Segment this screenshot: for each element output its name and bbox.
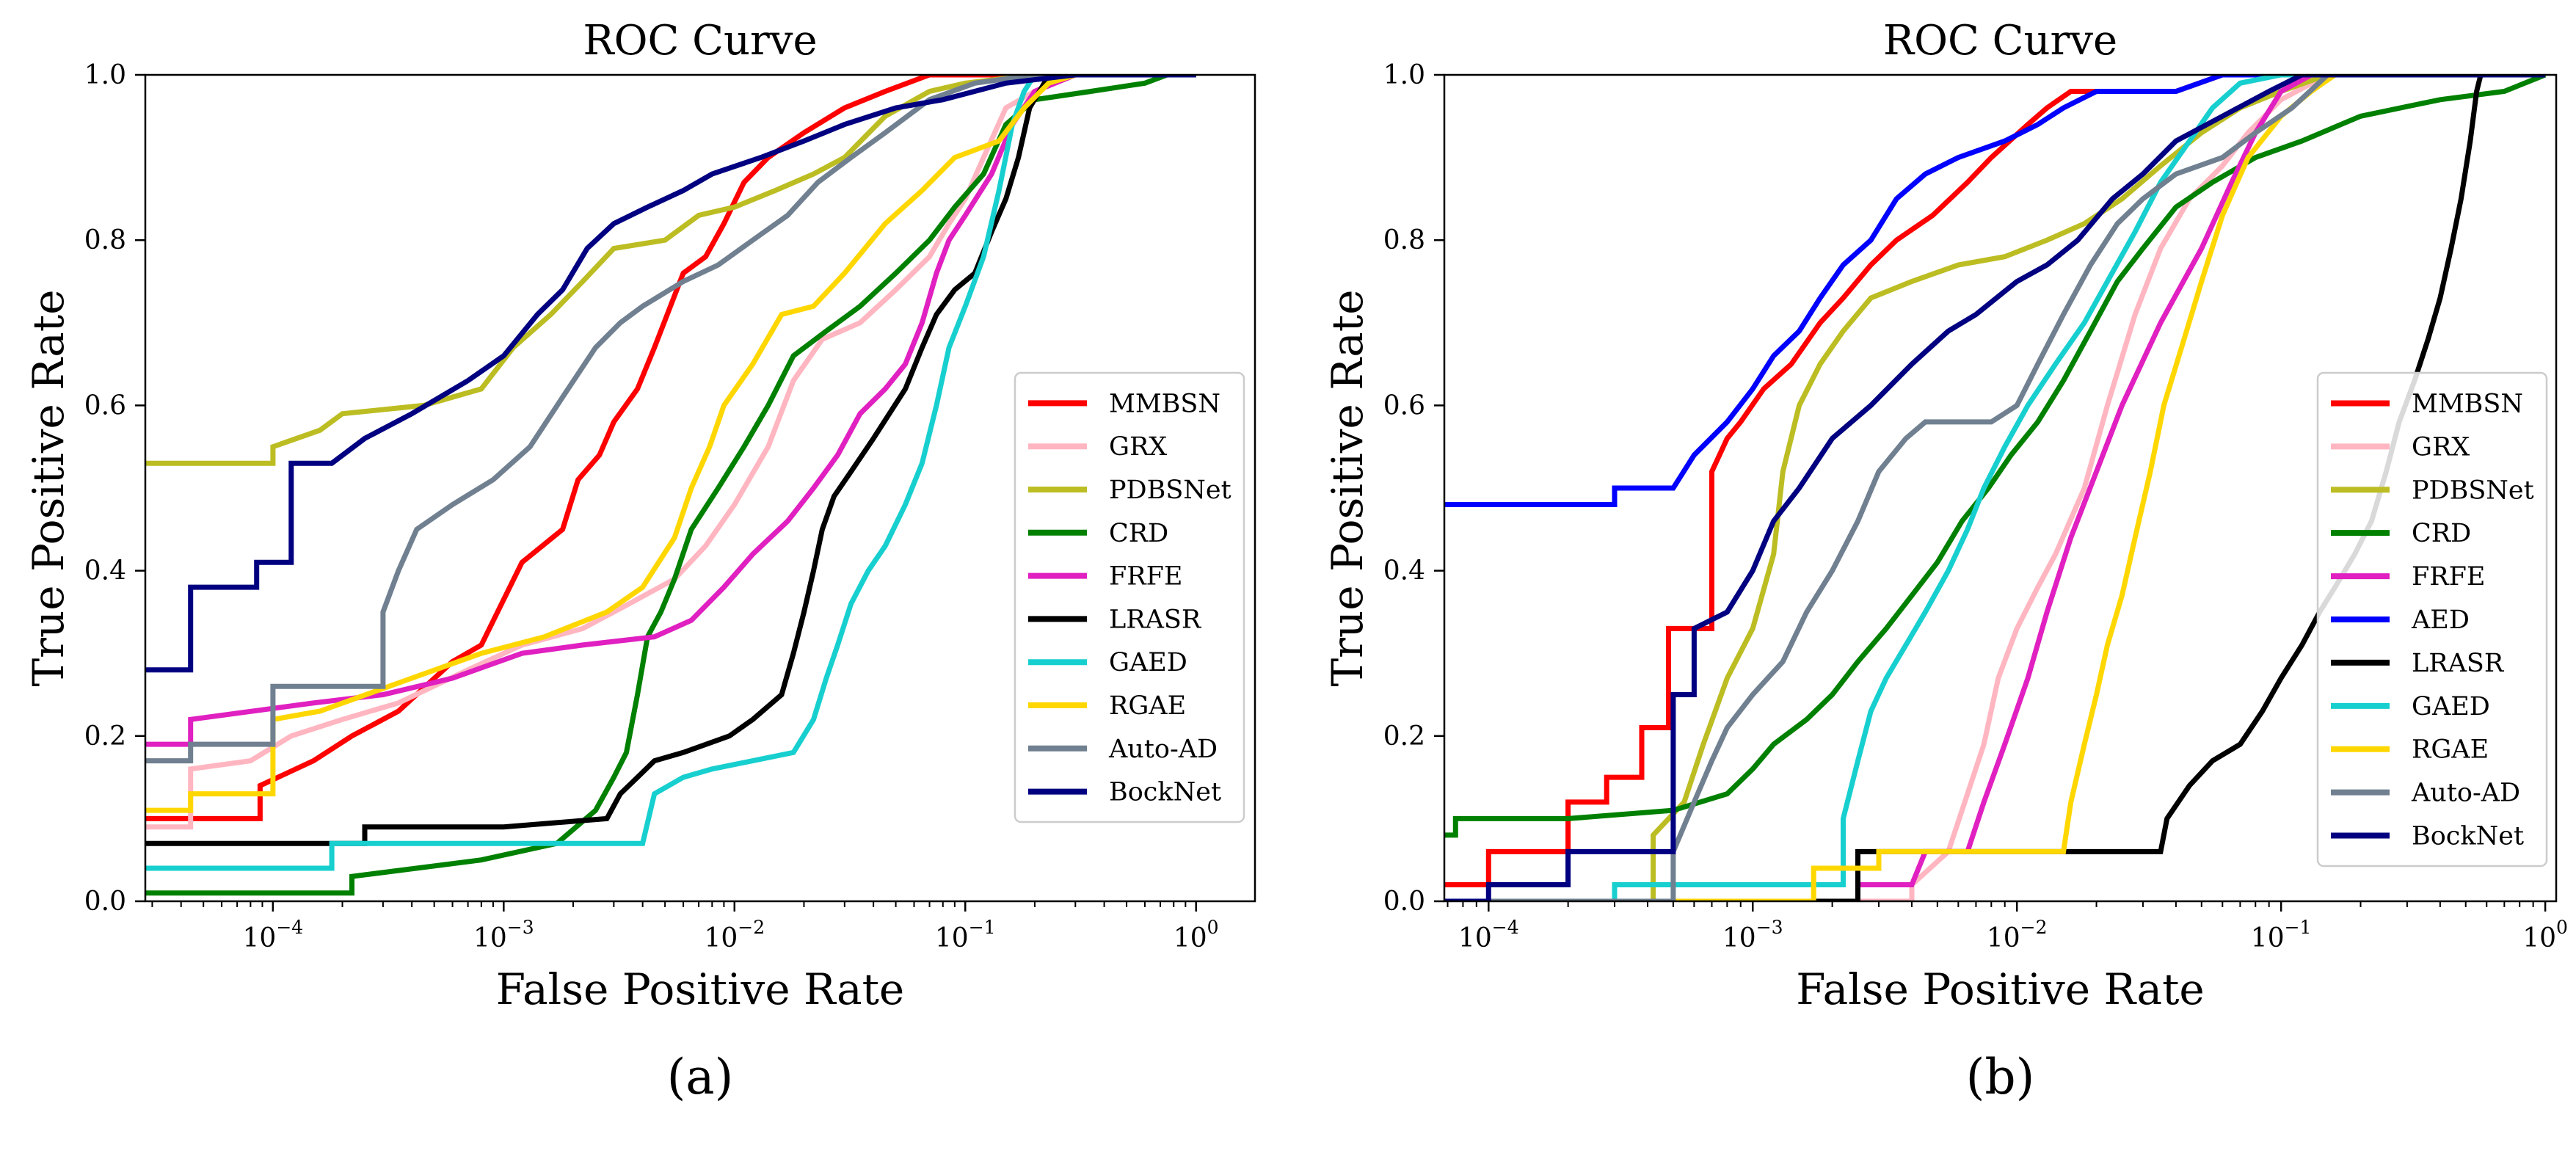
- series-line-bocknet: [145, 75, 1196, 673]
- x-tick-label: 10−2: [704, 917, 765, 953]
- legend-label: RGAE: [1109, 691, 1186, 721]
- legend-label: Auto-AD: [2411, 779, 2520, 808]
- y-tick-label: 0.8: [84, 225, 126, 255]
- series-line-auto-ad: [1444, 75, 2546, 901]
- y-axis-label: True Positive Rate: [23, 289, 73, 686]
- y-tick-label: 1.0: [1383, 60, 1425, 90]
- x-tick-label: 10−1: [2251, 917, 2312, 953]
- legend-item-lrasr: LRASR: [2331, 649, 2505, 678]
- x-tick-label: 10−4: [243, 917, 304, 953]
- x-tick-label: 10−4: [1458, 917, 1519, 953]
- series-line-frfe: [145, 75, 1196, 747]
- legend-item-frfe: FRFE: [2331, 562, 2485, 592]
- legend-item-bocknet: BockNet: [1028, 778, 1221, 807]
- legend-label: BockNet: [1109, 778, 1221, 807]
- legend-label: CRD: [1109, 519, 1168, 548]
- series-line-aed: [1444, 75, 2546, 507]
- legend-item-crd: CRD: [1028, 519, 1168, 548]
- legend-item-pdbsnet: PDBSNet: [2331, 476, 2534, 505]
- legend: MMBSN GRX PDBSNet CRD FRFE LRASR GAED RGAE Auto-…: [1014, 371, 1245, 823]
- x-tick-label: 10−3: [473, 917, 534, 953]
- series-line-rgae: [145, 75, 1196, 813]
- roc-chart-panel-b: 0.0 0.2 0.4 0.6 0.8 1.0 10−4 10−3 10−2 10−1 100 ROC…: [1322, 17, 2568, 1105]
- legend-label: GRX: [2412, 432, 2470, 462]
- series-line-gaed: [1444, 75, 2546, 901]
- x-tick-label: 10−3: [1722, 917, 1783, 953]
- y-tick-label: 0.4: [1383, 556, 1425, 586]
- legend-item-mmbsn: MMBSN: [1028, 389, 1220, 418]
- chart-title: ROC Curve: [583, 17, 817, 65]
- series-line-grx: [145, 75, 1196, 830]
- series-line-pdbsnet: [1444, 75, 2546, 901]
- x-tick-label: 100: [1174, 917, 1219, 953]
- legend: MMBSN GRX PDBSNet CRD FRFE AED LRASR GAED RGAE Au…: [2316, 371, 2548, 868]
- legend-label: MMBSN: [2412, 389, 2523, 418]
- legend-label: FRFE: [2412, 562, 2485, 592]
- x-tick-label: 100: [2522, 917, 2568, 953]
- legend-item-grx: GRX: [2331, 432, 2470, 462]
- series-line-mmbsn: [1444, 75, 2546, 887]
- y-axis-label: True Positive Rate: [1322, 289, 1372, 686]
- series-line-lrasr: [145, 75, 1196, 846]
- legend-label: PDBSNet: [2412, 476, 2534, 505]
- panel-label: (a): [667, 1049, 734, 1105]
- y-tick-label: 0.0: [84, 887, 126, 917]
- legend-label: PDBSNet: [1109, 476, 1231, 505]
- series-line-rgae: [1444, 75, 2546, 901]
- legend-label: BockNet: [2412, 822, 2524, 851]
- legend-label: MMBSN: [1109, 389, 1220, 418]
- x-axis-label: False Positive Rate: [496, 964, 904, 1014]
- legend-item-gaed: GAED: [1028, 648, 1187, 677]
- y-tick-label: 1.0: [84, 60, 126, 90]
- series-lines: [145, 75, 1196, 896]
- legend-label: GRX: [1109, 432, 1167, 462]
- x-tick-label: 10−2: [1987, 917, 2048, 953]
- legend-box: [2316, 371, 2548, 868]
- legend-item-aed: AED: [2331, 605, 2470, 635]
- legend-item-auto-ad: Auto-AD: [2331, 779, 2520, 808]
- legend-label: LRASR: [2412, 649, 2505, 678]
- legend-label: Auto-AD: [1108, 735, 1218, 764]
- legend-item-mmbsn: MMBSN: [2331, 389, 2523, 418]
- legend-item-gaed: GAED: [2331, 692, 2490, 721]
- panel-label: (b): [1966, 1049, 2035, 1105]
- legend-label: GAED: [2412, 692, 2490, 721]
- chart-title: ROC Curve: [1883, 17, 2117, 65]
- series-line-bocknet: [1444, 75, 2546, 901]
- legend-item-frfe: FRFE: [1028, 562, 1182, 592]
- plot-frame: [1443, 73, 2558, 903]
- series-line-mmbsn: [145, 75, 1196, 821]
- series-line-frfe: [1444, 75, 2546, 901]
- legend-label: CRD: [2412, 519, 2471, 548]
- legend-item-auto-ad: Auto-AD: [1028, 735, 1218, 764]
- legend-item-bocknet: BockNet: [2331, 822, 2524, 851]
- legend-item-lrasr: LRASR: [1028, 605, 1202, 634]
- legend-item-rgae: RGAE: [1028, 691, 1186, 721]
- roc-chart-panel-a: 0.0 0.2 0.4 0.6 0.8 1.0 10−4 10−3 10−2 10−1 100 ROC…: [23, 17, 1256, 1105]
- legend-item-grx: GRX: [1028, 432, 1167, 462]
- series-line-grx: [1444, 75, 2546, 901]
- legend-label: GAED: [1109, 648, 1187, 677]
- y-tick-label: 0.0: [1383, 887, 1425, 917]
- y-tick-label: 0.2: [1383, 721, 1425, 752]
- legend-label: LRASR: [1109, 605, 1202, 634]
- y-tick-label: 0.6: [1383, 390, 1425, 421]
- legend-box: [1014, 371, 1245, 823]
- legend-label: FRFE: [1109, 562, 1182, 592]
- legend-label: AED: [2411, 605, 2470, 635]
- plot-frame: [144, 73, 1256, 903]
- y-tick-label: 0.8: [1383, 225, 1425, 255]
- legend-item-crd: CRD: [2331, 519, 2471, 548]
- legend-label: RGAE: [2412, 735, 2489, 765]
- series-line-auto-ad: [145, 75, 1196, 764]
- series-line-gaed: [145, 75, 1196, 871]
- y-tick-label: 0.4: [84, 556, 126, 586]
- y-tick-label: 0.6: [84, 390, 126, 421]
- legend-item-rgae: RGAE: [2331, 735, 2489, 765]
- x-axis-label: False Positive Rate: [1796, 964, 2204, 1014]
- x-tick-label: 10−1: [935, 917, 996, 953]
- legend-item-pdbsnet: PDBSNet: [1028, 476, 1231, 505]
- y-tick-label: 0.2: [84, 721, 126, 752]
